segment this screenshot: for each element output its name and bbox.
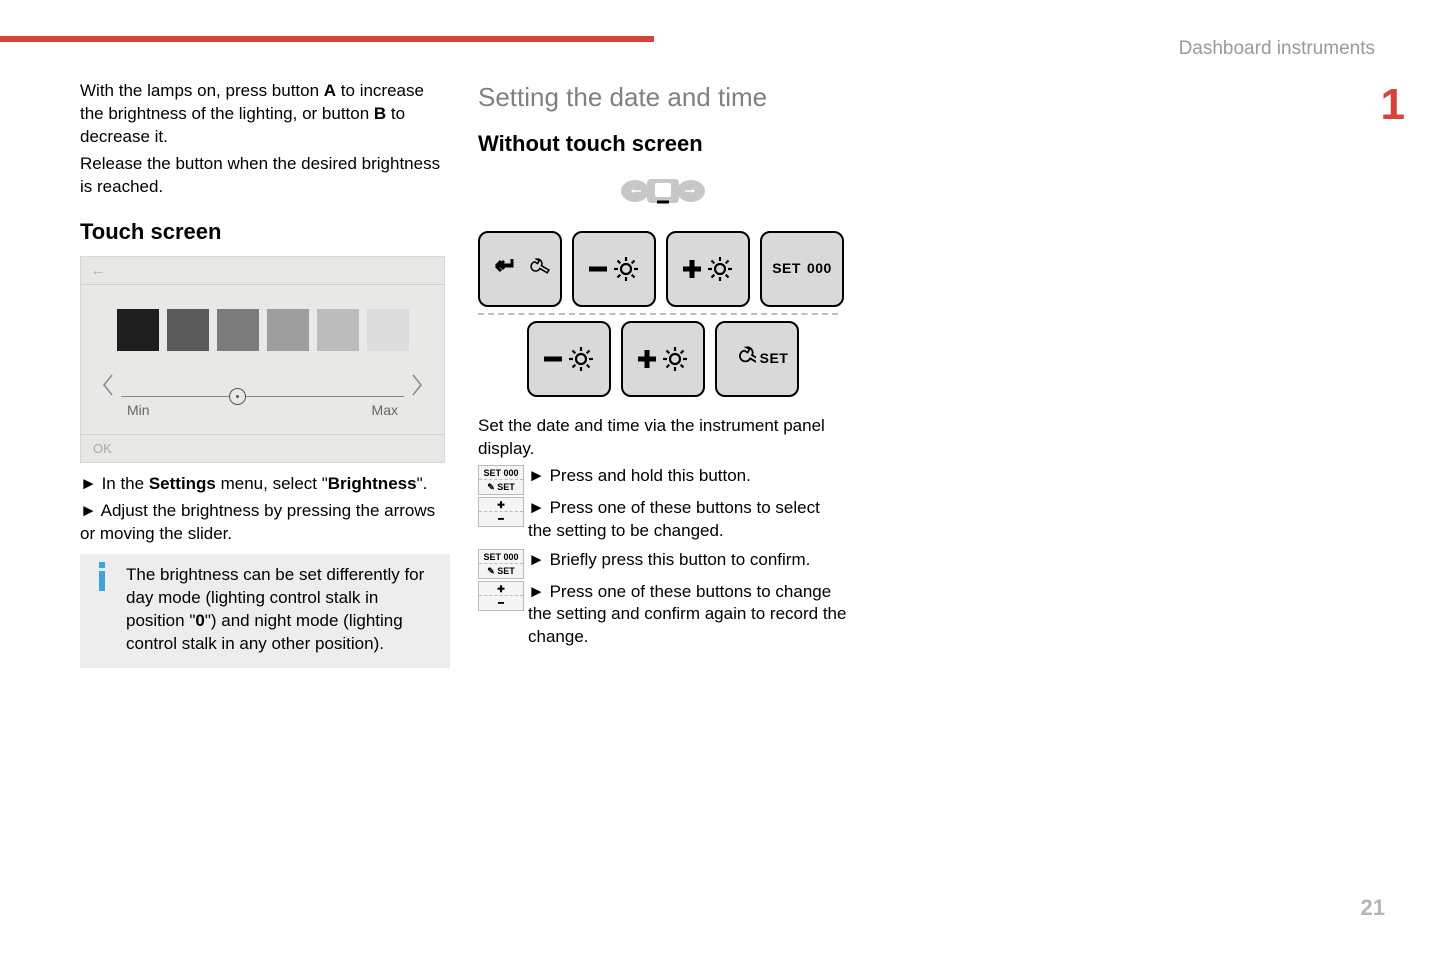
touchscreen-mock: ← Min Max bbox=[80, 256, 445, 463]
set-label: SET bbox=[772, 259, 801, 278]
touch-step-2: Adjust the brightness by pressing the ar… bbox=[80, 500, 450, 546]
swatch-4 bbox=[267, 309, 309, 351]
mini-wrench-set: ✎ SET bbox=[479, 480, 523, 494]
info-box: The brightness can be set differently fo… bbox=[80, 554, 450, 668]
back-arrow-icon: ← bbox=[91, 261, 105, 280]
swatch-5 bbox=[317, 309, 359, 351]
mini-icon-set: SET 000 ✎ SET bbox=[478, 549, 524, 579]
button-row-1: SET 000 bbox=[478, 231, 848, 307]
touchscreen-body: Min Max bbox=[81, 285, 444, 434]
header-section-label: Dashboard instruments bbox=[1179, 36, 1375, 62]
dash-cluster-icon bbox=[603, 169, 723, 213]
settings-ref: Settings bbox=[149, 474, 216, 493]
button-row-2: SET bbox=[478, 321, 848, 397]
mini-set000: SET 000 bbox=[479, 550, 523, 564]
intro-paragraph-1: With the lamps on, press button A to inc… bbox=[80, 80, 450, 149]
datetime-heading: Setting the date and time bbox=[478, 80, 848, 115]
mini-plus: ✚ bbox=[479, 582, 523, 596]
brightness-minus-button[interactable] bbox=[572, 231, 656, 307]
mini-set000: SET 000 bbox=[479, 466, 523, 480]
button-a-ref: A bbox=[324, 81, 336, 100]
minus-sun-icon bbox=[538, 339, 600, 379]
set-label: SET bbox=[760, 349, 789, 368]
mini-icon-plusminus: ✚ ━ bbox=[478, 497, 524, 527]
text-span: With the lamps on, press button bbox=[80, 81, 324, 100]
section-number: 1 bbox=[1381, 75, 1405, 134]
info-icon bbox=[98, 562, 106, 592]
instrument-cluster-graphic bbox=[478, 169, 848, 213]
swatch-6 bbox=[367, 309, 409, 351]
step-4: ✚ ━ Press one of these buttons to change… bbox=[478, 581, 848, 654]
text-span: ". bbox=[417, 474, 428, 493]
slider-knob[interactable] bbox=[229, 388, 246, 405]
datetime-intro: Set the date and time via the instrument… bbox=[478, 415, 848, 461]
back-wrench-icon bbox=[489, 249, 551, 289]
mini-icon-plusminus: ✚ ━ bbox=[478, 581, 524, 611]
column-2: Setting the date and time Without touch … bbox=[478, 80, 848, 655]
min-max-labels: Min Max bbox=[127, 401, 398, 420]
steps-list: SET 000 ✎ SET Press and hold this button… bbox=[478, 465, 848, 654]
swatch-2 bbox=[167, 309, 209, 351]
info-text: The brightness can be set differently fo… bbox=[126, 564, 438, 656]
max-label: Max bbox=[372, 401, 398, 420]
min-label: Min bbox=[127, 401, 150, 420]
step-3: SET 000 ✎ SET Briefly press this button … bbox=[478, 549, 848, 579]
wrench-icon bbox=[726, 344, 756, 374]
touchscreen-bottombar: OK bbox=[81, 434, 444, 462]
button-b-ref: B bbox=[374, 104, 386, 123]
mini-plus: ✚ bbox=[479, 498, 523, 512]
brightness-plus-button[interactable] bbox=[666, 231, 750, 307]
swatch-3 bbox=[217, 309, 259, 351]
page-number: 21 bbox=[1361, 893, 1385, 923]
ok-label: OK bbox=[93, 440, 112, 458]
step-1: SET 000 ✎ SET Press and hold this button… bbox=[478, 465, 848, 495]
intro-paragraph-2: Release the button when the desired brig… bbox=[80, 153, 450, 199]
step-2-text: Press one of these buttons to select the… bbox=[528, 497, 848, 543]
mini-minus: ━ bbox=[479, 596, 523, 610]
brightness-plus-button-2[interactable] bbox=[621, 321, 705, 397]
text-span: In the bbox=[102, 474, 149, 493]
column-1: With the lamps on, press button A to inc… bbox=[80, 80, 450, 668]
mini-icon-set: SET 000 ✎ SET bbox=[478, 465, 524, 495]
slider-line bbox=[121, 396, 404, 397]
plus-sun-icon bbox=[632, 339, 694, 379]
touchscreen-topbar: ← bbox=[81, 257, 444, 285]
chevron-left-icon[interactable] bbox=[101, 373, 115, 397]
chevron-right-icon[interactable] bbox=[410, 373, 424, 397]
brightness-ref: Brightness bbox=[328, 474, 417, 493]
step-1-text: Press and hold this button. bbox=[528, 465, 848, 488]
wrench-set-button[interactable]: SET bbox=[715, 321, 799, 397]
back-wrench-button[interactable] bbox=[478, 231, 562, 307]
mini-minus: ━ bbox=[479, 512, 523, 526]
set-000-button[interactable]: SET 000 bbox=[760, 231, 844, 307]
brightness-slider[interactable] bbox=[101, 373, 424, 397]
zero-label: 000 bbox=[807, 259, 832, 278]
minus-sun-icon bbox=[583, 249, 645, 289]
row-separator bbox=[478, 313, 838, 315]
top-accent-bar bbox=[0, 36, 654, 42]
brightness-minus-button-2[interactable] bbox=[527, 321, 611, 397]
step-2: ✚ ━ Press one of these buttons to select… bbox=[478, 497, 848, 547]
brightness-swatches bbox=[101, 309, 424, 351]
swatch-1 bbox=[117, 309, 159, 351]
plus-sun-icon bbox=[677, 249, 739, 289]
step-4-text: Press one of these buttons to change the… bbox=[528, 581, 848, 650]
position-zero-ref: 0 bbox=[195, 611, 204, 630]
touch-screen-heading: Touch screen bbox=[80, 217, 450, 247]
text-span: menu, select " bbox=[216, 474, 328, 493]
without-touch-heading: Without touch screen bbox=[478, 129, 848, 159]
step-3-text: Briefly press this button to confirm. bbox=[528, 549, 848, 572]
mini-wrench-set: ✎ SET bbox=[479, 564, 523, 578]
touch-step-1: In the Settings menu, select "Brightness… bbox=[80, 473, 450, 496]
